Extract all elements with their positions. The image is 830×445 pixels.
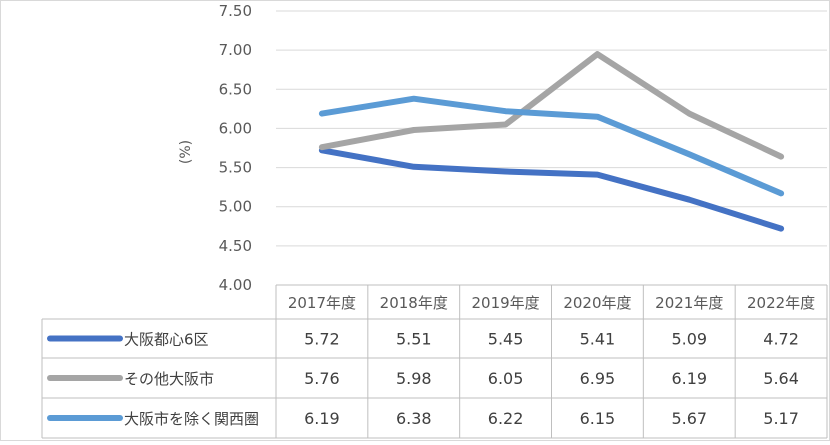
- y-tick-label: 6.00: [219, 119, 252, 137]
- y-tick-label: 7.00: [219, 41, 252, 59]
- series-line: [318, 51, 785, 160]
- y-tick-label: 6.50: [219, 80, 252, 98]
- data-table-cell: 5.67: [671, 409, 707, 428]
- data-table-cell: 5.45: [488, 330, 524, 349]
- x-category-label: 2022年度: [747, 294, 815, 312]
- y-tick-label: 4.50: [219, 237, 252, 255]
- legend-label: その他大阪市: [124, 370, 214, 388]
- x-category-label: 2017年度: [288, 294, 356, 312]
- data-table-cell: 5.51: [396, 330, 432, 349]
- data-table-cell: 5.17: [763, 409, 799, 428]
- data-table-cell: 5.76: [304, 369, 340, 388]
- data-table-cell: 5.72: [304, 330, 340, 349]
- data-table-cell: 6.38: [396, 409, 432, 428]
- data-table-cell: 5.41: [580, 330, 616, 349]
- data-table-cell: 6.19: [671, 369, 707, 388]
- legend-label: 大阪市を除く関西圏: [124, 410, 259, 428]
- data-table-cell: 5.64: [763, 369, 799, 388]
- data-table-cell: 6.05: [488, 369, 524, 388]
- data-table-cell: 6.22: [488, 409, 524, 428]
- data-table-cell: 5.98: [396, 369, 432, 388]
- x-category-label: 2021年度: [655, 294, 723, 312]
- x-category-label: 2019年度: [471, 294, 539, 312]
- y-tick-label: 5.50: [219, 159, 252, 177]
- x-category-label: 2020年度: [563, 294, 631, 312]
- series-line: [318, 95, 785, 197]
- data-table-cell: 6.19: [304, 409, 340, 428]
- y-tick-label: 7.50: [219, 2, 252, 20]
- series-line: [318, 147, 785, 232]
- y-axis-title: (%): [178, 140, 194, 164]
- data-table-cell: 5.09: [671, 330, 707, 349]
- legend-label: 大阪都心6区: [124, 331, 209, 349]
- x-category-label: 2018年度: [380, 294, 448, 312]
- data-table-cell: 6.15: [580, 409, 616, 428]
- data-table-cell: 6.95: [580, 369, 616, 388]
- y-tick-label: 4.00: [219, 276, 252, 294]
- data-table-cell: 4.72: [763, 330, 799, 349]
- y-tick-label: 5.00: [219, 198, 252, 216]
